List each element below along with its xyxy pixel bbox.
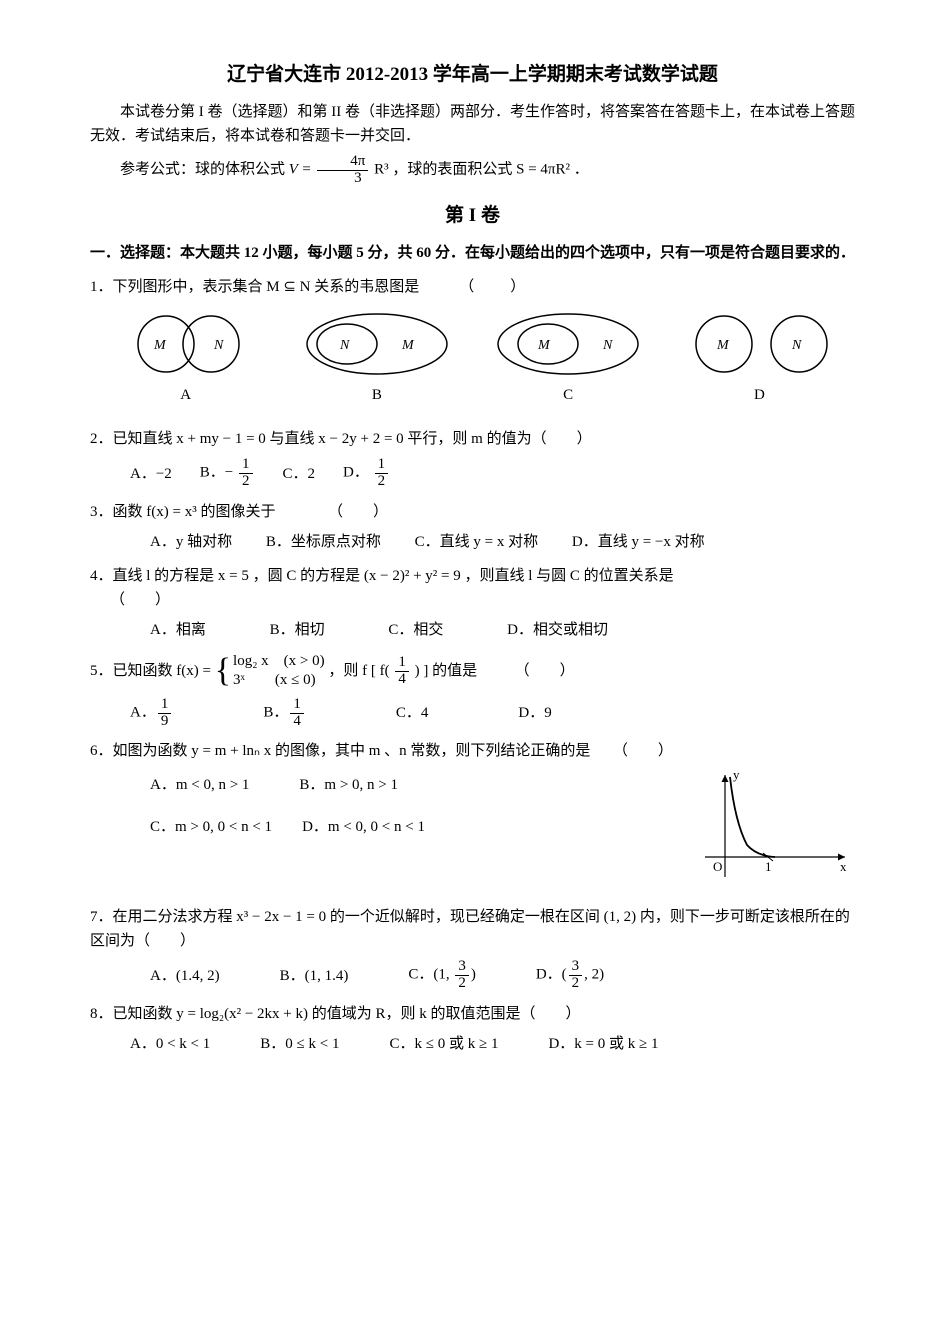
venn-c-icon: M N [483,309,653,379]
venn-c: M N C [473,309,664,407]
q8-options: A．0 < k < 1 B．0 ≤ k < 1 C．k ≤ 0 或 k ≥ 1 … [130,1032,855,1056]
part1-title: 第 I 卷 [90,201,855,231]
q3-options: A．y 轴对称 B．坐标原点对称 C．直线 y = x 对称 D．直线 y = … [150,530,855,554]
q6-options: A．m < 0, n > 1 B．m > 0, n > 1 C．m > 0, 0… [90,767,665,845]
svg-text:x: x [840,859,847,874]
q7-text: 7．在用二分法求方程 x³ − 2x − 1 = 0 的一个近似解时，现已经确定… [90,905,855,953]
q6-text: 6．如图为函数 y = m + lnₙ x 的图像，其中 m 、n 常数，则下列… [90,739,855,763]
q8-text: 8．已知函数 y = log₂(x² − 2kx + k) 的值域为 R，则 k… [90,1002,855,1026]
svg-text:y: y [733,767,740,782]
svg-text:M: M [153,338,167,353]
venn-d-icon: M N [679,309,839,379]
svg-text:N: N [602,338,613,353]
venn-d: M N D [664,309,855,407]
venn-b-icon: N M [292,309,462,379]
q5-options: A．19 B．14 C．4 D．9 [130,697,855,730]
svg-text:M: M [716,338,730,353]
q2-options: A．−2 B．− 12 C．2 D． 12 [130,457,855,490]
svg-text:O: O [713,859,722,874]
q7-options: A．(1.4, 2) B．(1, 1.4) C．(1, 32) D．(32, 2… [150,959,855,992]
svg-text:M: M [537,338,551,353]
svg-text:N: N [213,338,224,353]
svg-text:N: N [791,338,802,353]
q5-text: 5．已知函数 f(x) = { log₂ x (x > 0) 3ˣ (x ≤ 0… [90,652,855,691]
venn-b: N M B [281,309,472,407]
formula-reference: 参考公式：球的体积公式 V = 4π 3 R³ ，球的表面积公式 S = 4πR… [90,154,855,187]
venn-a: M N A [90,309,281,407]
svg-text:N: N [339,338,350,353]
page-title: 辽宁省大连市 2012-2013 学年高一上学期期末考试数学试题 [90,60,855,90]
intro-text: 本试卷分第 I 卷（选择题）和第 II 卷（非选择题）两部分．考生作答时，将答案… [90,100,855,148]
section1-head: 一．选择题：本大题共 12 小题，每小题 5 分，共 60 分．在每小题给出的四… [90,241,855,265]
svg-text:M: M [401,338,415,353]
q1-text: 1．下列图形中，表示集合 M ⊆ N 关系的韦恩图是（ ） [90,275,855,299]
q4-options: A．相离 B．相切 C．相交 D．相交或相切 [150,618,855,642]
venn-a-icon: M N [116,309,256,379]
q4-text: 4．直线 l 的方程是 x = 5 ，圆 C 的方程是 (x − 2)² + y… [90,564,855,612]
q1-venn-row: M N A N M B M N C M N D [90,309,855,407]
q3-text: 3．函数 f(x) = x³ 的图像关于 （ ） [90,500,855,524]
q6-graph: x y O 1 [685,767,855,895]
q2-text: 2．已知直线 x + my − 1 = 0 与直线 x − 2y + 2 = 0… [90,427,855,451]
svg-text:1: 1 [765,859,772,874]
